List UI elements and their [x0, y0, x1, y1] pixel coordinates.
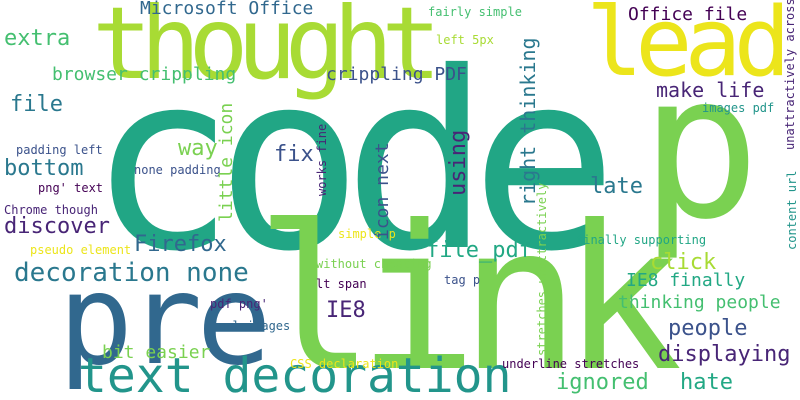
word-hate: hate: [680, 372, 733, 394]
word-browser-crippling: browser crippling: [52, 66, 236, 84]
word-lt-span: lt span: [316, 278, 367, 290]
word-padding-left: padding left: [16, 144, 103, 156]
word-pdf-png: pdf png': [210, 298, 268, 310]
word-without-cheating: without cheating: [316, 258, 432, 270]
word-extra: extra: [4, 28, 70, 50]
word-microsoft-office: Microsoft Office: [140, 0, 313, 18]
word-stretches-unattractively: stretches unattractively: [536, 183, 548, 356]
word-finally-supporting: finally supporting: [576, 234, 706, 246]
word-content-url: content url: [786, 171, 798, 250]
word-using: using: [448, 130, 470, 196]
word-file-pdf: file_pdf: [426, 240, 532, 262]
word-decoration-none: decoration none: [14, 260, 249, 286]
word-late: late: [590, 176, 643, 198]
word-left-5px: left 5px: [436, 34, 494, 46]
word-chrome-though: Chrome though: [4, 204, 98, 216]
word-discover: discover: [4, 216, 110, 238]
word-bottom: bottom: [4, 158, 83, 180]
word-ignored: ignored: [556, 372, 649, 394]
word-works-fine: works fine: [316, 124, 328, 196]
word-underline-stretches: underline stretches: [502, 358, 639, 370]
word-pseudo-element: pseudo element: [30, 244, 131, 256]
word-firefox: Firefox: [134, 234, 227, 256]
word-people: people: [668, 318, 747, 340]
word-png-text: png' text: [38, 182, 103, 194]
word-fairly-simple: fairly simple: [428, 6, 522, 18]
word-right-thinking: right thinking: [518, 37, 538, 206]
word-crippling-pdf: crippling PDF: [326, 66, 467, 84]
word-way: way: [178, 138, 218, 160]
word-office-file: Office file: [628, 6, 747, 24]
word-make-life: make life: [656, 80, 764, 100]
word-thinking-people: thinking people: [618, 294, 781, 312]
word-images-pdf: images pdf: [702, 102, 774, 114]
word-ie8-finally: IE8 finally: [626, 272, 745, 290]
word-tag-p: tag p: [444, 274, 480, 286]
word-ie8: IE8: [326, 300, 366, 322]
word-displaying: displaying: [658, 344, 790, 366]
word-little-icon: little icon: [218, 103, 236, 222]
word-url-images: url images: [218, 320, 290, 332]
word-unattractively-across: unattractively across: [784, 0, 796, 150]
word-none-padding: none padding: [134, 164, 221, 176]
word-fix: fix: [274, 144, 314, 166]
word-file: file: [10, 94, 63, 116]
word-icon-next: icon next: [374, 142, 392, 240]
word-css-declaration: CSS declaration: [290, 358, 398, 370]
word-bit-easier: bit easier: [102, 344, 210, 362]
